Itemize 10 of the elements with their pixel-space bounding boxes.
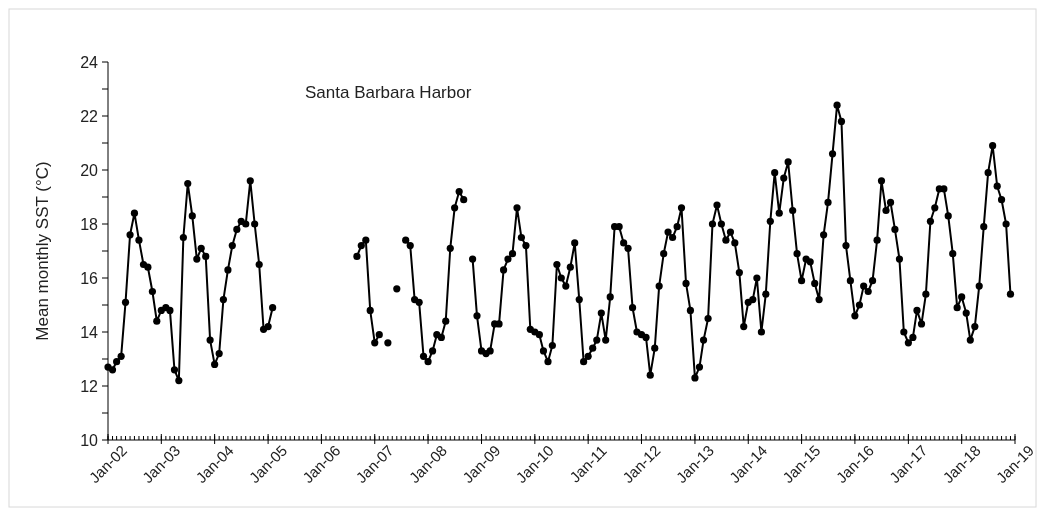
y-tick-label: 14 [80,323,99,341]
y-tick-label: 22 [80,107,99,125]
y-tick-label: 10 [80,431,99,449]
text: Santa Barbara Harbor [305,83,472,102]
y-axis-title: Mean monthly SST (°C) [33,161,52,341]
y-tick-label: 16 [80,269,99,287]
y-tick-label: 18 [80,215,99,233]
y-tick-label: 12 [80,377,99,395]
y-tick-label: 24 [80,53,99,71]
y-tick-label: 20 [80,161,99,179]
